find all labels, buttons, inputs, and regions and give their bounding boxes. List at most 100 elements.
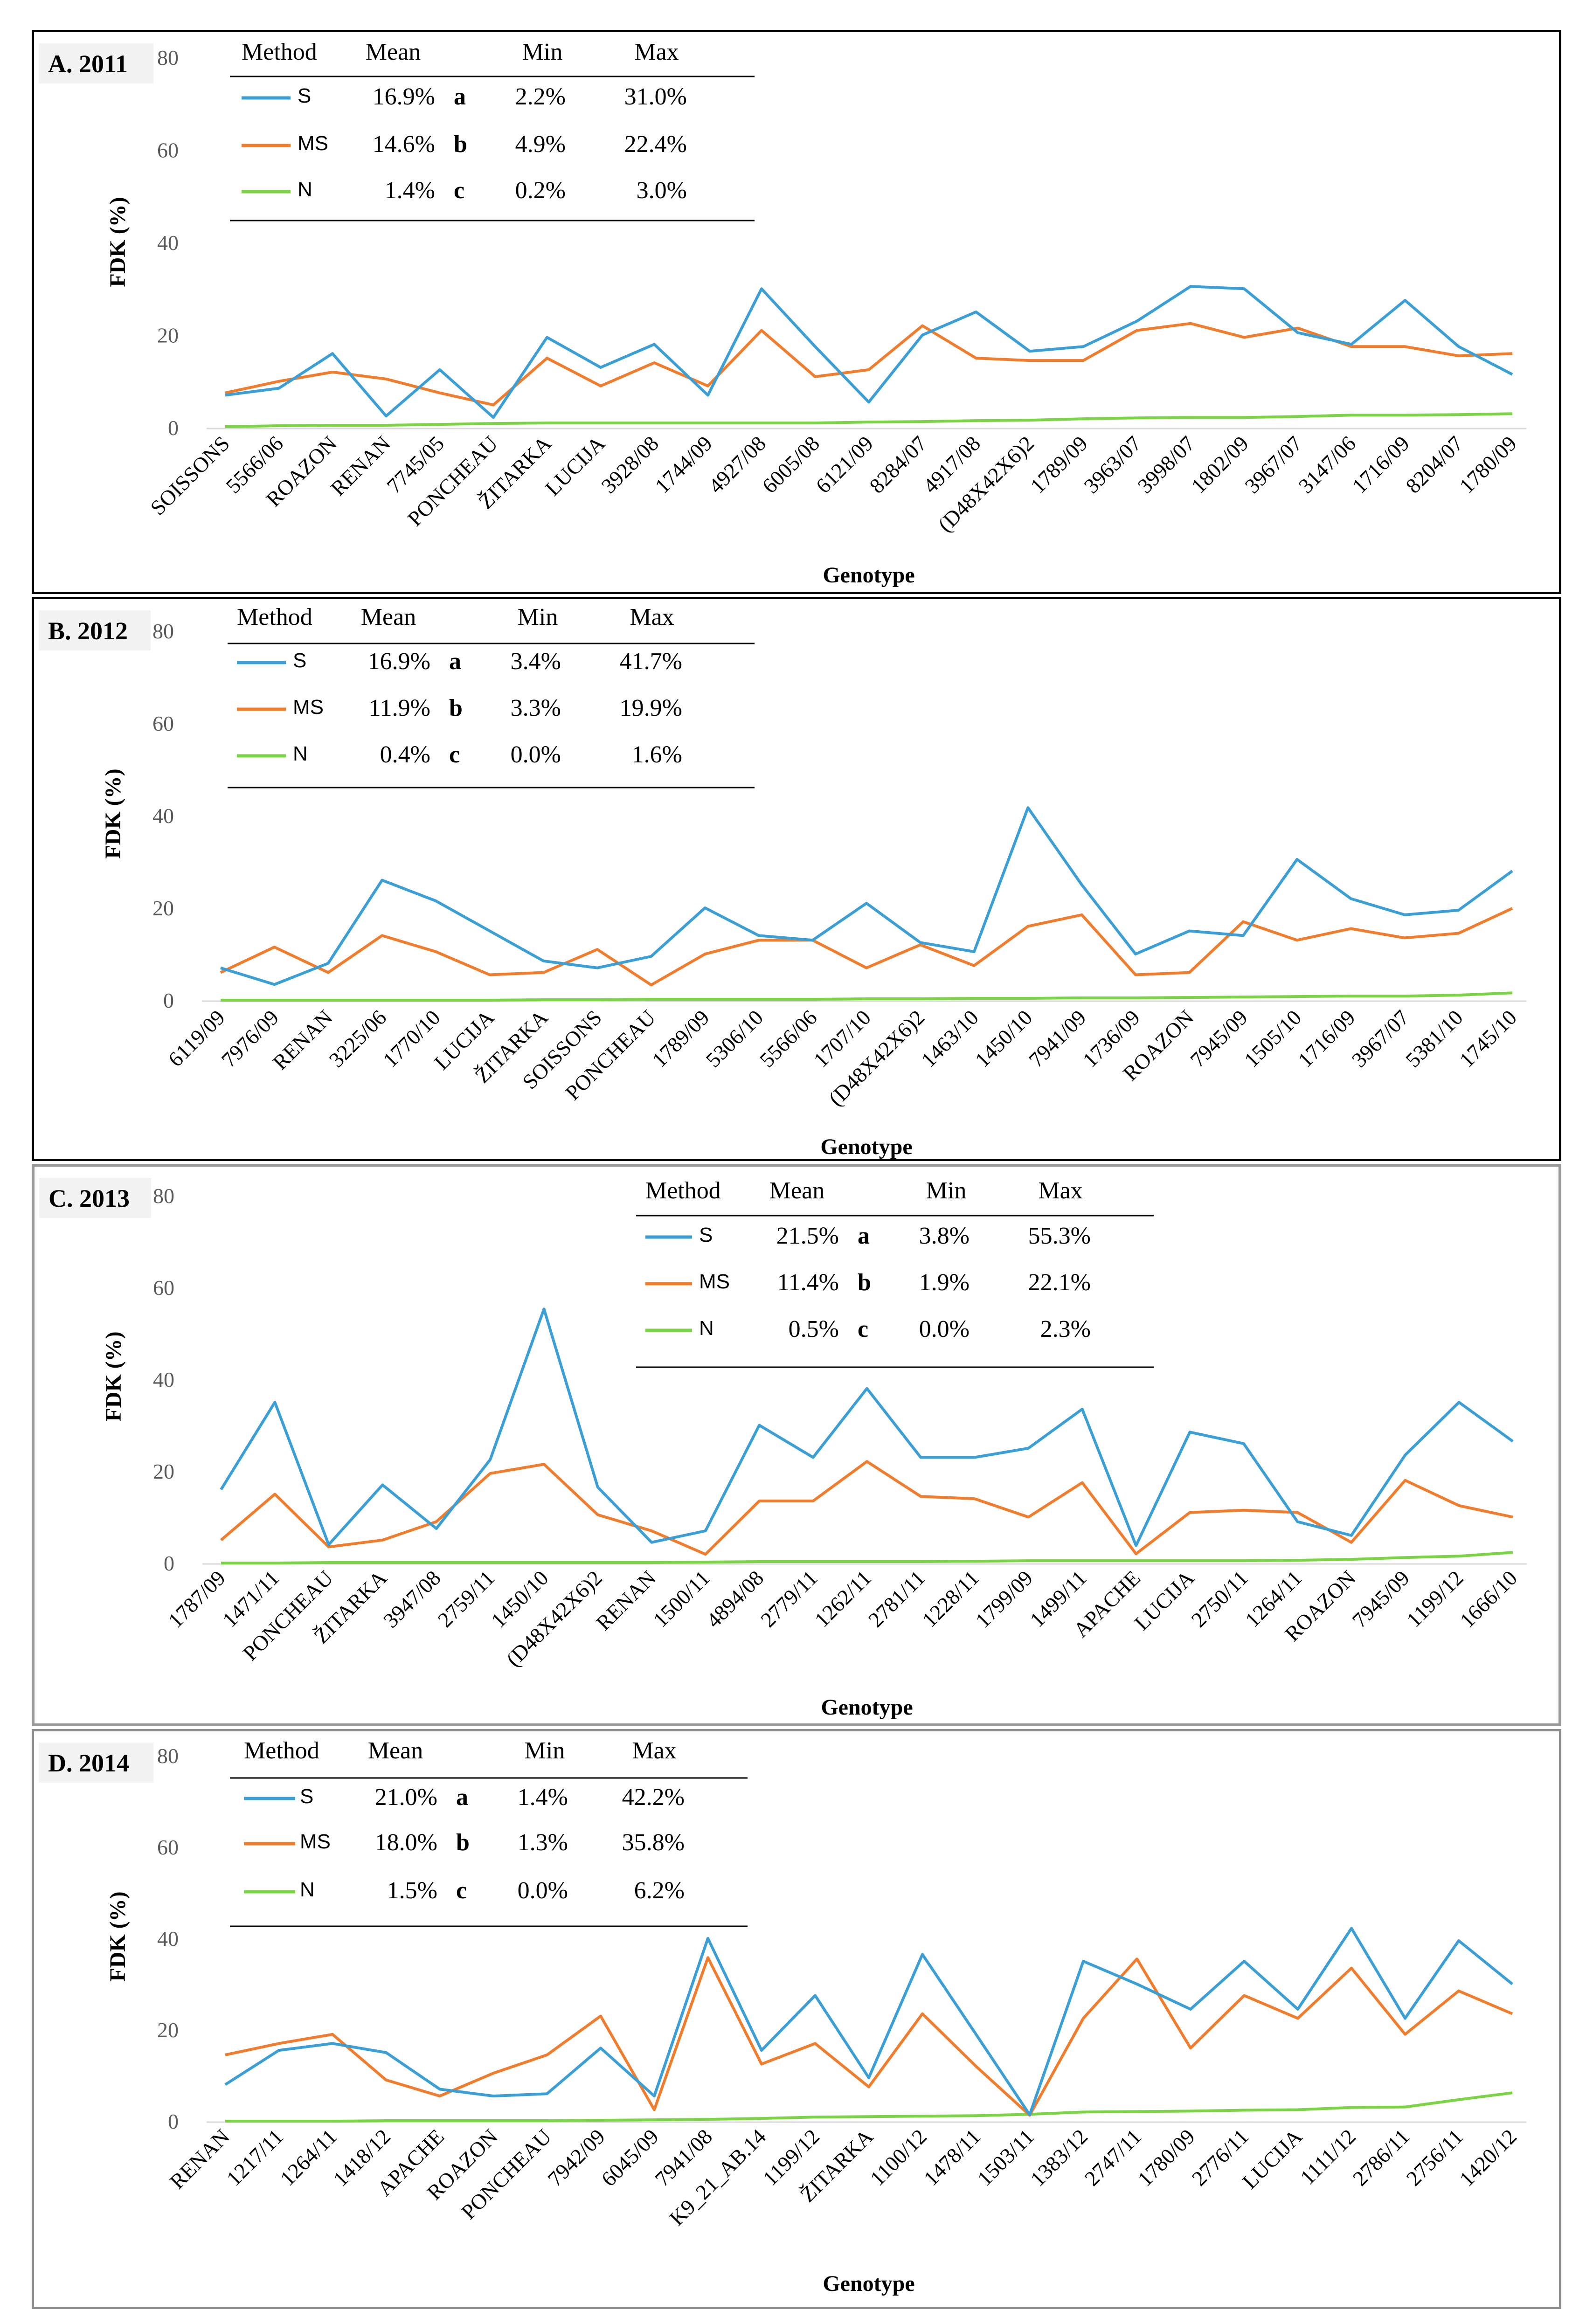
legend-max-value: 22.1%	[1028, 1269, 1091, 1296]
x-tick-label: 2781/11	[864, 1566, 929, 1632]
x-tick-label: 7941/09	[1024, 1005, 1091, 1072]
legend-table: Method Mean Min Max S 21.0% a 1.4% 42.2% MS 18.0% b…	[230, 1731, 748, 1927]
legend-min-value: 2.2%	[515, 83, 566, 110]
legend-header-max: Max	[634, 39, 679, 65]
x-tick-label: 6121/09	[811, 431, 878, 498]
chart-panel-2013: C. 2013 0 20 40 60 80 FDK (%) 1787/09 1471/11 PON…	[32, 1164, 1561, 1726]
legend-max-value: 22.4%	[624, 131, 687, 158]
legend-header-mean: Mean	[361, 604, 416, 630]
legend-mean-value: 14.6%	[373, 131, 435, 158]
legend-significance-letter: a	[449, 648, 461, 675]
legend-background	[230, 32, 755, 221]
legend-significance-letter: c	[858, 1316, 868, 1342]
legend-mean-value: 0.5%	[789, 1316, 839, 1342]
x-tick-label: 3947/08	[379, 1566, 445, 1632]
chart-panel-2012: B. 2012 0 20 40 60 80 FDK (%) 6119/09 7976/09 REN…	[32, 597, 1561, 1161]
legend-series-name: S	[699, 1224, 713, 1246]
series-line-n	[225, 412, 1513, 428]
panel-label-box	[39, 1743, 153, 1783]
chart-panel-2014: D. 2014 0 20 40 60 80 FDK (%) RENAN 1217/11 1264/…	[32, 1729, 1561, 2309]
x-tick-label: 2756/11	[1402, 2124, 1468, 2190]
y-tick-label: 0	[168, 416, 179, 440]
y-tick-label: 20	[152, 896, 174, 920]
series-line-s	[220, 1307, 1514, 1547]
x-tick-label: 5566/06	[755, 1005, 822, 1072]
legend-significance-letter: b	[454, 131, 467, 158]
y-tick-label: 80	[152, 619, 174, 643]
legend-max-value: 41.7%	[620, 648, 682, 675]
legend-max-value: 31.0%	[624, 83, 687, 110]
x-tick-label: 7945/09	[1185, 1005, 1252, 1072]
y-tick-label: 60	[153, 1276, 174, 1300]
y-tick-label: 20	[157, 324, 179, 347]
x-tick-label: 2759/11	[433, 1566, 499, 1632]
panel-label-box	[39, 610, 151, 650]
x-tick-label: 1744/09	[650, 431, 717, 498]
x-tick-label: 1383/12	[1025, 2124, 1092, 2191]
legend-min-value: 0.2%	[515, 177, 566, 204]
legend-significance-letter: a	[454, 83, 466, 110]
legend-series-name: N	[298, 178, 312, 201]
series-line-n	[221, 1551, 1513, 1564]
legend-header-max: Max	[630, 604, 674, 630]
x-tick-label: 1100/12	[866, 2124, 931, 2190]
x-tick-label: 3963/07	[1079, 431, 1146, 498]
y-tick-label: 40	[157, 231, 179, 255]
legend-mean-value: 18.0%	[375, 1829, 437, 1856]
legend-background	[228, 599, 755, 788]
legend-header-method: Method	[645, 1177, 721, 1204]
legend-series-name: MS	[293, 696, 324, 719]
x-tick-label: 8284/07	[865, 431, 931, 498]
legend-min-value: 1.9%	[919, 1269, 970, 1296]
legend-series-name: S	[293, 649, 306, 672]
x-tick-label: 4927/08	[704, 431, 770, 498]
legend-max-value: 19.9%	[620, 695, 682, 721]
x-tick-label: 2750/11	[1187, 1566, 1253, 1632]
legend-min-value: 3.8%	[919, 1223, 970, 1249]
legend-min-value: 0.0%	[919, 1316, 970, 1342]
legend-series-name: S	[300, 1785, 313, 1808]
legend-max-value: 2.3%	[1040, 1316, 1091, 1342]
x-tick-label: 3967/07	[1240, 431, 1307, 498]
legend-significance-letter: b	[858, 1269, 871, 1296]
legend-min-value: 3.3%	[511, 695, 561, 721]
x-tick-label: 1802/09	[1186, 431, 1253, 498]
x-tick-label: (D48X42X6)2	[824, 1005, 929, 1111]
x-tick-label: 1217/11	[222, 2124, 288, 2190]
x-tick-label: LUCIJA	[540, 431, 609, 500]
legend-header-min: Min	[525, 1737, 565, 1764]
x-tick-label: 1505/10	[1240, 1005, 1306, 1072]
legend-mean-value: 16.9%	[368, 648, 430, 675]
x-tick-label: 1503/11	[973, 2124, 1039, 2190]
legend-table: Method Mean Min Max S 16.9% a 3.4% 41.7% MS 11.9% b…	[228, 599, 755, 788]
y-tick-label: 40	[153, 1368, 174, 1391]
legend-max-value: 55.3%	[1028, 1223, 1091, 1249]
series-line-n	[221, 991, 1513, 1002]
series-line-s	[225, 285, 1513, 419]
x-tick-label: 1199/12	[1402, 1566, 1468, 1632]
x-tick-label: 1789/09	[1025, 431, 1092, 498]
y-tick-label: 20	[157, 2018, 179, 2042]
x-tick-label: 1463/10	[916, 1005, 983, 1072]
x-tick-label: 1716/09	[1347, 431, 1414, 498]
legend-min-value: 1.4%	[518, 1784, 568, 1811]
legend-max-value: 3.0%	[637, 177, 687, 204]
y-tick-label: 0	[164, 1551, 174, 1575]
y-tick-label: 60	[152, 712, 174, 735]
series-line-s	[220, 806, 1513, 986]
legend-max-value: 1.6%	[632, 741, 682, 768]
x-tick-label: 7945/09	[1348, 1566, 1414, 1632]
x-tick-label: 7942/09	[543, 2124, 609, 2191]
legend-series-name: MS	[699, 1270, 730, 1293]
x-tick-label: 2779/11	[756, 1566, 822, 1632]
x-tick-label: 5381/10	[1401, 1005, 1468, 1072]
legend-max-value: 35.8%	[622, 1829, 685, 1856]
legend-header-min: Min	[518, 604, 558, 630]
x-tick-label: 1780/09	[1133, 2124, 1199, 2191]
y-tick-label: 20	[153, 1459, 174, 1483]
x-tick-label: 1450/10	[970, 1005, 1037, 1072]
x-tick-label: RENAN	[165, 2124, 234, 2193]
y-tick-label: 0	[168, 2110, 179, 2133]
series-line-n	[225, 2091, 1513, 2123]
